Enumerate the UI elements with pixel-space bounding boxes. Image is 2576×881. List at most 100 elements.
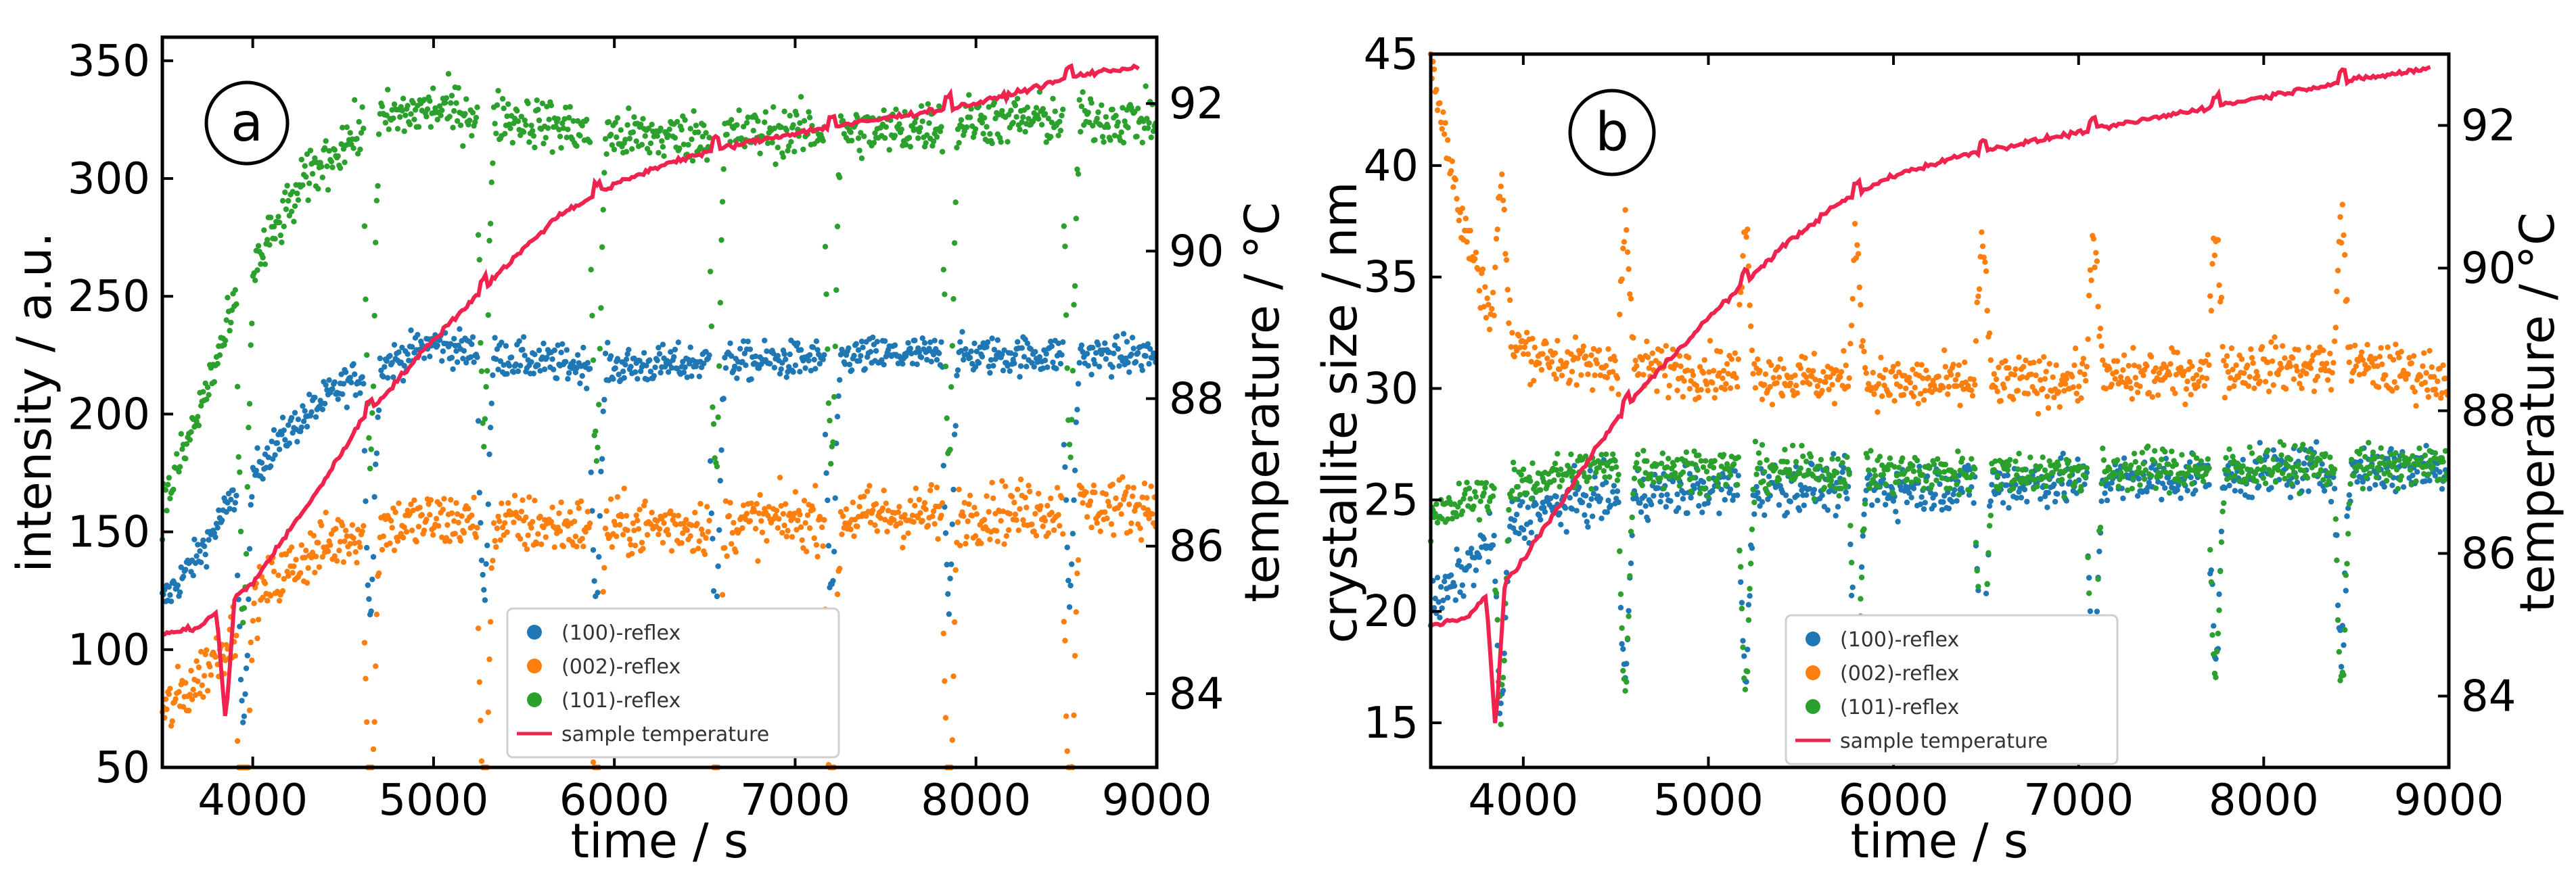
panel-a-point-100 xyxy=(792,362,799,368)
panel-b-point-100 xyxy=(1476,554,1483,561)
panel-a-point-002 xyxy=(603,508,610,514)
panel-a-point-002 xyxy=(881,487,887,494)
panel-a-point-101 xyxy=(593,428,599,435)
panel-a-point-002 xyxy=(201,673,208,679)
panel-b-point-002 xyxy=(1673,362,1680,368)
panel-a-point-100 xyxy=(399,344,405,351)
panel-b-point-100 xyxy=(1681,490,1687,496)
panel-a-point-002 xyxy=(175,663,181,669)
panel-b-point-002 xyxy=(2042,376,2048,382)
panel-a-y2-axis-label: temperature / °C xyxy=(1235,202,1290,602)
panel-a-point-101 xyxy=(478,339,484,346)
panel-a-point-101 xyxy=(565,126,571,133)
panel-b-point-002 xyxy=(1511,354,1517,360)
panel-a-point-100 xyxy=(1139,367,1146,373)
panel-b-point-100 xyxy=(1860,533,1866,539)
panel-a-point-101 xyxy=(951,240,958,246)
panel-a-point-100 xyxy=(668,349,674,355)
panel-a-point-002 xyxy=(1049,510,1055,516)
panel-a-point-101 xyxy=(593,458,600,464)
panel-b-point-002 xyxy=(1777,356,1783,362)
panel-b-point-101 xyxy=(1551,477,1557,483)
panel-a-point-002 xyxy=(722,498,729,504)
panel-a-point-002 xyxy=(302,554,308,561)
panel-a-point-002 xyxy=(428,497,434,503)
panel-a-point-002 xyxy=(1071,712,1077,719)
panel-b-point-002 xyxy=(1580,343,1586,350)
panel-b-point-100 xyxy=(1883,502,1889,508)
panel-a-point-002 xyxy=(347,541,353,547)
panel-a-point-002 xyxy=(673,521,679,527)
panel-b-point-002 xyxy=(1674,387,1680,394)
panel-a-point-100 xyxy=(684,374,690,381)
panel-b-point-002 xyxy=(1794,390,1800,396)
panel-a-point-101 xyxy=(950,295,957,302)
panel-a-point-101 xyxy=(577,133,583,139)
panel-b-point-101 xyxy=(1688,488,1694,494)
panel-b-point-002 xyxy=(1976,286,1983,292)
panel-a-point-100 xyxy=(520,346,526,353)
panel-a-point-002 xyxy=(927,487,934,494)
panel-b-point-002 xyxy=(2155,392,2161,398)
panel-a-point-101 xyxy=(1013,114,1019,120)
panel-b-point-002 xyxy=(1887,391,1893,398)
panel-b-point-002 xyxy=(1546,364,1552,371)
panel-a-point-002 xyxy=(401,524,407,530)
panel-a-point-002 xyxy=(779,529,785,536)
panel-a-point-101 xyxy=(442,99,448,105)
panel-a-point-101 xyxy=(595,444,601,451)
panel-a-point-100 xyxy=(469,341,475,348)
panel-a-point-100 xyxy=(481,587,487,593)
panel-b-point-002 xyxy=(1769,402,1776,408)
panel-a-point-002 xyxy=(190,686,196,692)
panel-a-intensity-chart: 4000 5000 6000 7000 8000 90005010015020025030… xyxy=(7,35,1290,869)
panel-a-point-100 xyxy=(1116,363,1122,369)
panel-a-point-100 xyxy=(658,369,664,376)
panel-a-point-002 xyxy=(956,486,962,493)
panel-a-point-101 xyxy=(633,138,639,144)
panel-b-point-101 xyxy=(1552,460,1559,467)
panel-a-point-101 xyxy=(998,139,1004,145)
panel-a-point-002 xyxy=(624,527,630,533)
panel-a-point-002 xyxy=(176,689,182,695)
panel-a-point-101 xyxy=(762,119,768,125)
panel-a-point-002 xyxy=(872,522,878,528)
panel-a-point-002 xyxy=(752,508,758,515)
panel-a-point-002 xyxy=(1003,483,1009,490)
panel-a-point-101 xyxy=(1099,102,1105,108)
panel-a-point-100 xyxy=(622,362,628,368)
panel-a-point-100 xyxy=(989,335,995,341)
panel-a-point-101 xyxy=(605,119,612,125)
panel-a-point-101 xyxy=(469,133,475,139)
panel-a-point-100 xyxy=(628,364,634,370)
panel-a-point-101 xyxy=(1067,454,1074,460)
panel-a-point-101 xyxy=(285,197,292,204)
panel-a-point-100 xyxy=(990,362,996,369)
panel-b-point-100 xyxy=(1624,661,1630,667)
panel-b-point-002 xyxy=(1693,383,1700,389)
panel-a-point-101 xyxy=(227,327,233,334)
panel-b-point-002 xyxy=(2405,371,2411,377)
panel-a-point-100 xyxy=(905,340,911,346)
panel-b-point-100 xyxy=(1432,596,1438,602)
panel-b-point-002 xyxy=(2290,355,2296,361)
panel-a-point-100 xyxy=(740,338,747,344)
panel-a-point-100 xyxy=(183,567,189,573)
panel-a-point-101 xyxy=(1040,105,1046,112)
panel-a-point-100 xyxy=(528,359,534,365)
panel-a-point-100 xyxy=(1111,342,1118,348)
panel-b-point-002 xyxy=(2218,294,2225,301)
panel-a-point-100 xyxy=(363,498,369,504)
panel-b-point-002 xyxy=(1984,308,1990,314)
panel-b-point-002 xyxy=(1563,360,1569,366)
panel-a-point-002 xyxy=(1003,533,1010,539)
panel-a-point-002 xyxy=(628,542,634,548)
panel-a-point-101 xyxy=(222,337,229,343)
panel-a-point-101 xyxy=(596,402,602,408)
panel-a-point-002 xyxy=(471,494,477,501)
panel-a-point-002 xyxy=(994,528,1000,534)
panel-a-point-100 xyxy=(1102,340,1108,346)
panel-a-point-101 xyxy=(629,146,635,152)
panel-b-point-101 xyxy=(1711,458,1718,464)
panel-a-point-100 xyxy=(686,360,693,367)
